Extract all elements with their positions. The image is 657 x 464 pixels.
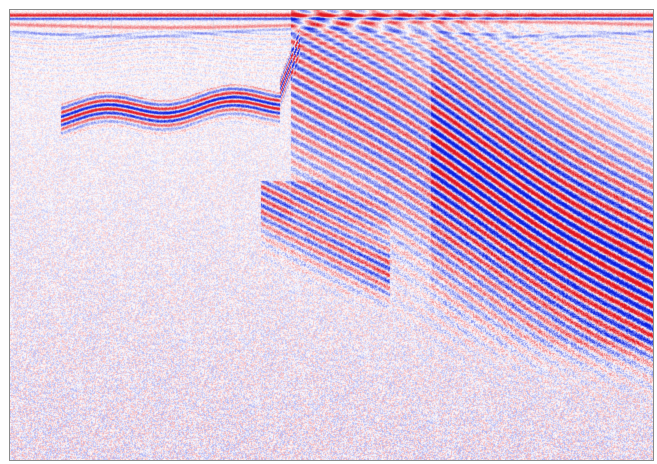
seismic-section-frame xyxy=(9,9,654,461)
seismic-section-image xyxy=(10,10,653,460)
